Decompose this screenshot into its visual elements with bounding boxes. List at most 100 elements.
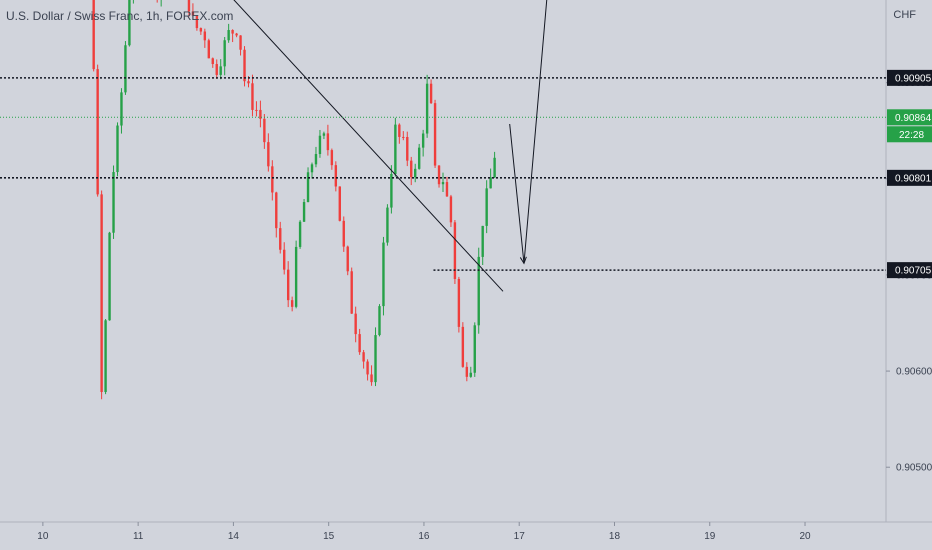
candle-body — [481, 225, 484, 257]
candle-body — [207, 40, 210, 59]
candle-body — [453, 222, 457, 279]
candle-body — [461, 326, 465, 367]
candle-body — [414, 168, 417, 178]
candle-body — [378, 306, 381, 336]
level-price-label-bg — [887, 69, 932, 86]
candle-body — [302, 202, 306, 222]
level-price-label-bg — [887, 262, 932, 279]
candle-body — [96, 69, 99, 195]
candle-body — [203, 31, 207, 41]
chart-title: U.S. Dollar / Swiss Franc, 1h, FOREX.com — [6, 9, 234, 23]
candle-body — [366, 361, 369, 375]
candle-body — [437, 165, 441, 185]
candle-body — [92, 0, 95, 70]
price-axis-tick-label: 0.90600 — [896, 367, 932, 378]
price-axis-tick-label: 0.90500 — [896, 463, 932, 474]
candle-body — [342, 220, 345, 247]
candle-body — [251, 83, 254, 110]
time-axis-tick-label: 14 — [228, 531, 240, 542]
time-axis-tick-label: 18 — [609, 531, 621, 542]
candle-body — [445, 182, 449, 197]
candle-body — [330, 150, 334, 166]
time-axis-tick-label: 17 — [514, 531, 526, 542]
candle-body — [100, 194, 103, 393]
time-axis-tick-label: 20 — [799, 531, 811, 542]
candle-body — [354, 313, 357, 335]
candle-body — [199, 28, 203, 32]
candle-body — [473, 325, 476, 373]
candle-body — [243, 49, 246, 82]
level-price-label: 0.90905 — [895, 73, 932, 84]
candle-body — [406, 136, 409, 161]
candle-body — [441, 182, 445, 185]
candle-body — [120, 92, 123, 126]
candle-body — [433, 103, 437, 166]
candle-body — [318, 135, 322, 155]
candle-body — [211, 58, 214, 65]
time-axis-tick-label: 16 — [418, 531, 430, 542]
candle-body — [239, 35, 242, 50]
candle-body — [116, 125, 119, 173]
candle-body — [489, 177, 492, 189]
candle-body — [306, 172, 310, 203]
candles — [92, 0, 496, 400]
candle-body — [310, 164, 314, 173]
candle-body — [271, 166, 274, 193]
candle-body — [477, 256, 480, 326]
candle-body — [386, 207, 389, 243]
candle-body — [191, 11, 195, 16]
candle-body — [187, 0, 191, 12]
candle-body — [322, 133, 326, 136]
candle-body — [298, 221, 302, 247]
candle-body — [283, 249, 286, 270]
candle-body — [235, 33, 238, 36]
candle-body — [247, 81, 250, 84]
trendline — [233, 0, 504, 292]
candle-body — [421, 133, 425, 148]
candle-body — [259, 109, 262, 119]
candle-body — [294, 246, 298, 307]
currency-unit: CHF — [893, 9, 916, 21]
candle-body — [255, 109, 258, 111]
candle-body — [410, 160, 413, 178]
candle-body — [314, 154, 318, 165]
candle-body — [290, 300, 294, 307]
candle-body — [398, 124, 401, 137]
time-axis[interactable]: 10 11 14 15 16 17 18 19 20 — [37, 522, 811, 542]
candle-body — [275, 192, 278, 229]
candle-body — [267, 142, 270, 167]
candle-body — [263, 118, 266, 143]
candle-body — [223, 40, 226, 67]
time-axis-tick-label: 11 — [133, 531, 144, 542]
candle-body — [394, 124, 397, 174]
candle-body — [286, 269, 290, 301]
level-price-label-bg — [887, 169, 932, 186]
candle-body — [231, 30, 234, 34]
candle-body — [493, 157, 496, 178]
candle-body — [279, 228, 282, 250]
candle-body — [112, 172, 115, 233]
current-price-label-bg — [887, 109, 932, 126]
candle-body — [104, 320, 107, 393]
projection-arrowhead-down — [519, 256, 527, 265]
candle-body — [465, 366, 469, 377]
candle-body — [469, 372, 472, 377]
candle-body — [382, 242, 385, 307]
candle-body — [334, 165, 338, 187]
countdown-label-bg — [887, 126, 932, 143]
candle-body — [485, 188, 488, 226]
candle-body — [370, 374, 373, 383]
candle-body — [362, 352, 365, 362]
level-price-label: 0.90801 — [895, 173, 932, 184]
candle-body — [402, 136, 405, 138]
current-price-label: 0.90864 — [895, 113, 932, 124]
projection-path — [509, 0, 548, 264]
candle-body — [457, 278, 461, 327]
candle-body — [346, 246, 349, 272]
drawings — [0, 0, 886, 292]
candle-body — [425, 83, 429, 134]
candle-body — [124, 45, 127, 93]
